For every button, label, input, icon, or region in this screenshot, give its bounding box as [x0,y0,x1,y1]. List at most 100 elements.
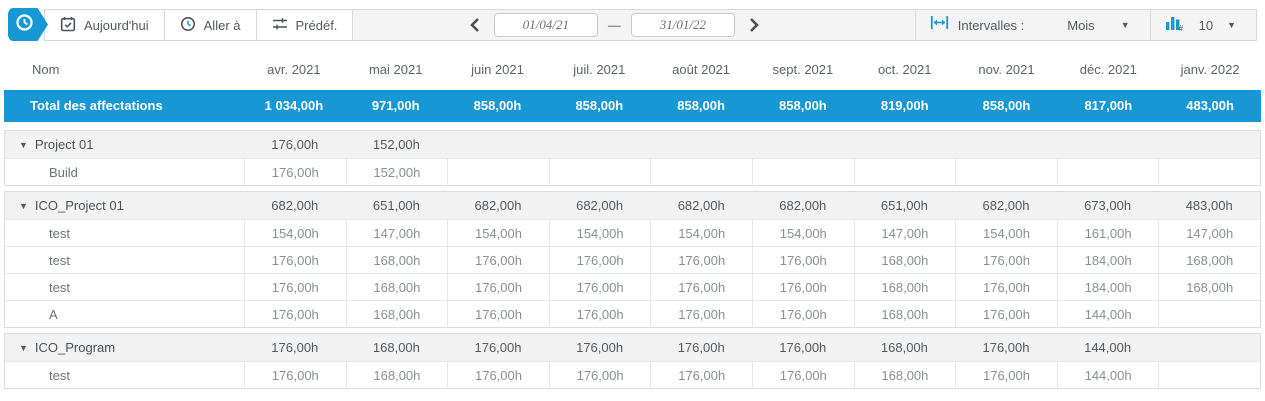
allocation-cell: 176,00h [447,247,549,274]
group-row[interactable]: ▼ Project 01 176,00h 152,00h [5,131,1260,158]
allocation-cell: 154,00h [650,220,752,247]
group-value-cell [854,131,956,158]
allocation-cell: 176,00h [244,247,346,274]
allocation-cell: 176,00h [548,301,651,328]
end-date-input[interactable] [630,13,735,37]
allocation-cell [1158,159,1260,186]
group-value-cell: 682,00h [779,198,827,213]
total-row-label: Total des affectations [30,98,163,113]
allocation-cell: 184,00h [1056,274,1159,301]
allocation-row[interactable]: Build 176,00h 152,00h [5,158,1260,186]
toolbar: Aujourd'hui Aller à Prédéf. — [0,0,1265,49]
month-header-cell: déc. 2021 [1079,62,1137,77]
group-value-cell: 483,00h [1185,198,1233,213]
allocation-cell: 176,00h [244,159,346,186]
start-date-input[interactable] [493,13,598,37]
allocation-cell: 168,00h [345,301,448,328]
group-value-cell: 682,00h [982,198,1030,213]
allocation-cell: 176,00h [244,301,346,328]
group-value-cell [1158,334,1260,361]
allocation-row[interactable]: test 154,00h 147,00h 154,00h 154,00h 154,00h 1… [5,219,1260,247]
allocation-cell: 176,00h [955,362,1057,389]
group-value-cell: 651,00h [372,198,420,213]
allocation-row[interactable]: A 176,00h 168,00h 176,00h 176,00h 176,00h 176,… [5,300,1260,328]
collapse-triangle-icon[interactable]: ▼ [19,200,28,211]
allocation-row[interactable]: test 176,00h 168,00h 176,00h 176,00h 176,00h 1… [5,246,1260,274]
total-value-cell: 858,00h [575,98,624,113]
allocation-row[interactable]: test 176,00h 168,00h 176,00h 176,00h 176,00h 1… [5,361,1260,389]
group-value-cell: 176,00h [271,340,319,355]
total-value-cell: 858,00h [779,98,827,113]
total-value-cell: 858,00h [473,98,522,113]
collapse-triangle-icon[interactable]: ▼ [19,342,28,353]
toolbar-separator [914,10,916,40]
group-row[interactable]: ▼ ICO_Project 01 682,00h 651,00h 682,00h 682,… [5,192,1260,219]
allocation-cell: 168,00h [345,362,448,389]
allocation-cell: 147,00h [1158,220,1260,247]
allocation-cell: 176,00h [650,247,752,274]
month-header-cell: juil. 2021 [573,62,626,77]
allocation-cell [751,159,854,186]
next-period-button[interactable] [745,17,764,33]
collapse-triangle-icon[interactable]: ▼ [19,139,28,150]
sliders-icon [272,16,288,35]
interval-select[interactable]: Mois ▼ [1061,18,1135,33]
toolbar-spacer [353,10,464,40]
month-header-cell: juin 2021 [471,62,524,77]
allocation-cell: 154,00h [548,220,651,247]
month-header-cell: oct. 2021 [877,62,932,77]
group-name-cell: ▼ ICO_Project 01 [5,192,244,219]
allocation-cell: 184,00h [1056,247,1159,274]
chart-count-value: 10 [1198,17,1214,33]
month-header-cell: nov. 2021 [978,62,1035,77]
toolbar-separator [1149,10,1151,40]
time-phase-badge[interactable] [8,8,48,41]
table-body: ▼ Project 01 176,00h 152,00h Build 176,00h 152… [4,130,1261,389]
allocation-row[interactable]: test 176,00h 168,00h 176,00h 176,00h 176,00h 1… [5,273,1260,301]
resize-horizontal-icon [930,15,949,35]
toolbar-spacer [764,10,915,40]
allocation-cell: 144,00h [1056,301,1159,328]
group-value-cell [955,131,1057,158]
total-value-cell: 483,00h [1186,98,1234,113]
today-button[interactable]: Aujourd'hui [45,10,165,40]
month-header-cell: janv. 2022 [1180,62,1240,77]
presets-button[interactable]: Prédéf. [256,10,354,40]
intervals-label: Intervalles : [957,17,1025,33]
row-name-cell: test [49,253,70,268]
group-value-cell: 176,00h [677,340,725,355]
allocation-cell [955,159,1057,186]
allocation-cell: 168,00h [853,362,956,389]
allocation-cell: 154,00h [244,220,346,247]
histogram-count-control: # 10 ▼ [1151,10,1256,40]
total-value-cell: 817,00h [1084,98,1133,113]
total-row: Total des affectations 1 034,00h 971,00h 8… [4,90,1261,122]
allocation-cell [853,159,956,186]
group-label: ICO_Program [34,340,116,355]
group-block: ▼ ICO_Project 01 682,00h 651,00h 682,00h 682,… [4,191,1261,328]
allocation-cell: 154,00h [955,220,1057,247]
allocation-cell: 176,00h [548,274,651,301]
month-header-cell: sept. 2021 [772,62,834,77]
allocation-cell: 161,00h [1056,220,1159,247]
allocation-cell: 176,00h [650,301,752,328]
group-block: ▼ Project 01 176,00h 152,00h Build 176,00h 152… [4,130,1261,186]
allocation-cell: 147,00h [345,220,448,247]
allocation-cell: 176,00h [751,247,854,274]
group-value-cell [1158,131,1260,158]
chart-count-select[interactable]: 10 ▼ [1193,18,1242,33]
group-row[interactable]: ▼ ICO_Program 176,00h 168,00h 176,00h 176,00h… [5,334,1260,361]
allocation-cell: 154,00h [447,220,549,247]
allocation-cell: 168,00h [345,274,448,301]
previous-period-button[interactable] [465,17,484,33]
goto-date-button[interactable]: Aller à [164,10,257,40]
allocation-cell [1056,159,1159,186]
allocation-cell: 176,00h [751,301,854,328]
group-value-cell: 176,00h [474,340,522,355]
total-value-cell: 1 034,00h [264,98,324,113]
row-name-cell: test [49,226,70,241]
allocation-cell: 144,00h [1056,362,1159,389]
total-value-cell: 858,00h [982,98,1031,113]
histogram-icon: # [1165,15,1184,36]
allocation-cell: 176,00h [955,301,1057,328]
